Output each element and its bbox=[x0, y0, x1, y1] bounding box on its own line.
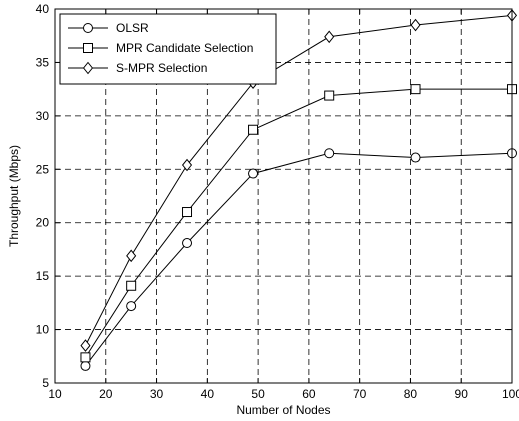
legend-box bbox=[59, 13, 277, 85]
y-tick-label: 5 bbox=[42, 376, 49, 390]
legend: OLSR MPR Candidate Selection S-MPR Selecti… bbox=[59, 13, 277, 85]
x-axis-label: Number of Nodes bbox=[236, 403, 330, 417]
x-tick-label: 80 bbox=[404, 387, 418, 401]
legend-marker-s-mpr-selection bbox=[82, 61, 94, 75]
series-line-mpr-candidate-selection bbox=[85, 88, 512, 358]
y-tick-label: 15 bbox=[36, 269, 50, 283]
data-point-olsr bbox=[126, 301, 137, 312]
series-layer bbox=[80, 9, 518, 371]
data-point-mpr-candidate-selection bbox=[324, 90, 335, 101]
data-point-s-mpr-selection bbox=[324, 30, 335, 44]
data-point-s-mpr-selection bbox=[126, 249, 137, 263]
y-tick-label: 35 bbox=[36, 55, 50, 69]
x-tick-label: 60 bbox=[302, 387, 316, 401]
legend-marker-olsr bbox=[83, 23, 93, 33]
legend-marker-mpr-candidate-selection bbox=[83, 43, 93, 53]
data-point-mpr-candidate-selection bbox=[182, 207, 193, 218]
data-point-mpr-candidate-selection bbox=[410, 84, 421, 95]
series-mpr-candidate-selection bbox=[80, 84, 517, 363]
data-point-mpr-candidate-selection bbox=[248, 124, 259, 135]
y-tick-label: 25 bbox=[36, 162, 50, 176]
data-point-s-mpr-selection bbox=[410, 18, 421, 32]
y-tick-label: 10 bbox=[36, 323, 50, 337]
data-point-olsr bbox=[410, 152, 421, 163]
x-tick-label: 90 bbox=[455, 387, 469, 401]
x-tick-label: 30 bbox=[150, 387, 164, 401]
x-tick-label: 10 bbox=[48, 387, 62, 401]
plot-frame bbox=[54, 8, 513, 384]
data-point-olsr bbox=[248, 168, 259, 179]
x-tick-label: 100 bbox=[502, 387, 519, 401]
y-tick-label: 30 bbox=[36, 109, 50, 123]
x-tick-label: 70 bbox=[353, 387, 367, 401]
x-tick-label: 50 bbox=[251, 387, 265, 401]
legend-entry-mpr-candidate-selection: MPR Candidate Selection bbox=[68, 41, 253, 55]
x-tick-label: 40 bbox=[201, 387, 215, 401]
y-tick-label: 40 bbox=[36, 2, 50, 16]
data-point-olsr bbox=[324, 148, 335, 159]
data-point-mpr-candidate-selection bbox=[80, 352, 91, 363]
legend-label-olsr: OLSR bbox=[116, 21, 149, 35]
y-axis-label: Throughput (Mbps) bbox=[7, 145, 21, 247]
data-point-mpr-candidate-selection bbox=[126, 280, 137, 291]
legend-entry-olsr: OLSR bbox=[68, 21, 149, 35]
data-point-s-mpr-selection bbox=[181, 158, 193, 172]
series-olsr bbox=[80, 148, 517, 371]
data-point-olsr bbox=[182, 238, 193, 249]
data-point-olsr bbox=[80, 360, 91, 371]
data-point-s-mpr-selection bbox=[80, 339, 91, 352]
series-line-olsr bbox=[85, 152, 513, 367]
legend-entry-s-mpr-selection: S-MPR Selection bbox=[68, 61, 207, 75]
legend-label-mpr-candidate-selection: MPR Candidate Selection bbox=[116, 41, 253, 55]
x-tick-label: 20 bbox=[99, 387, 113, 401]
legend-label-s-mpr-selection: S-MPR Selection bbox=[116, 61, 207, 75]
y-tick-label: 20 bbox=[36, 216, 50, 230]
